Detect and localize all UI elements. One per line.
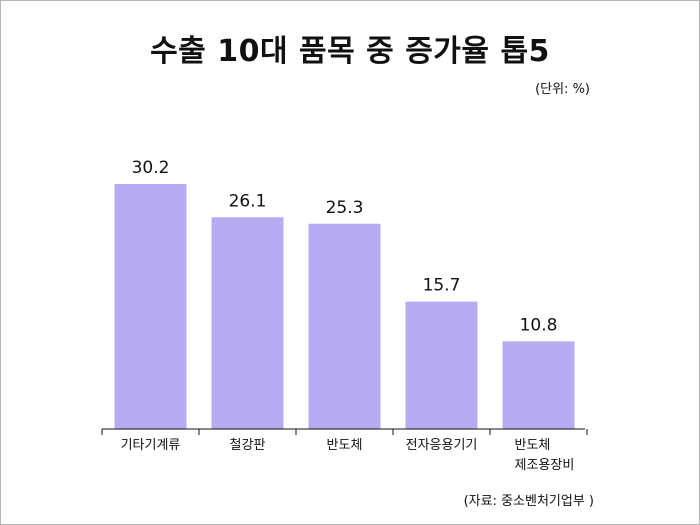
value-label-3: 25.3 <box>326 198 364 218</box>
category-label-5: 반도체 제조용장비 <box>514 438 575 473</box>
category-label-4: 전자응용기기 <box>405 438 478 453</box>
value-label-5: 10.8 <box>520 315 558 335</box>
category-label-1: 기타기계류 <box>120 438 181 453</box>
value-labels-group: 30.2 26.1 25.3 15.7 10.8 <box>132 158 558 335</box>
bar-4 <box>405 301 478 429</box>
chart-title: 수출 10대 품목 중 증가율 톱5 <box>150 34 550 69</box>
category-label-3: 반도체 <box>326 438 363 453</box>
bar-3 <box>308 223 381 429</box>
category-label-2: 철강판 <box>229 438 266 453</box>
x-ticks-group <box>101 429 588 435</box>
bar-2 <box>211 217 284 429</box>
value-label-2: 26.1 <box>229 191 267 211</box>
unit-note: (단위: %) <box>535 82 590 97</box>
source-note: (자료: 중소벤처기업부 ) <box>463 494 594 509</box>
bar-1 <box>114 184 187 429</box>
value-label-1: 30.2 <box>132 158 170 178</box>
bars-group <box>114 184 575 429</box>
bar-5 <box>502 341 575 429</box>
value-label-4: 15.7 <box>423 276 461 296</box>
